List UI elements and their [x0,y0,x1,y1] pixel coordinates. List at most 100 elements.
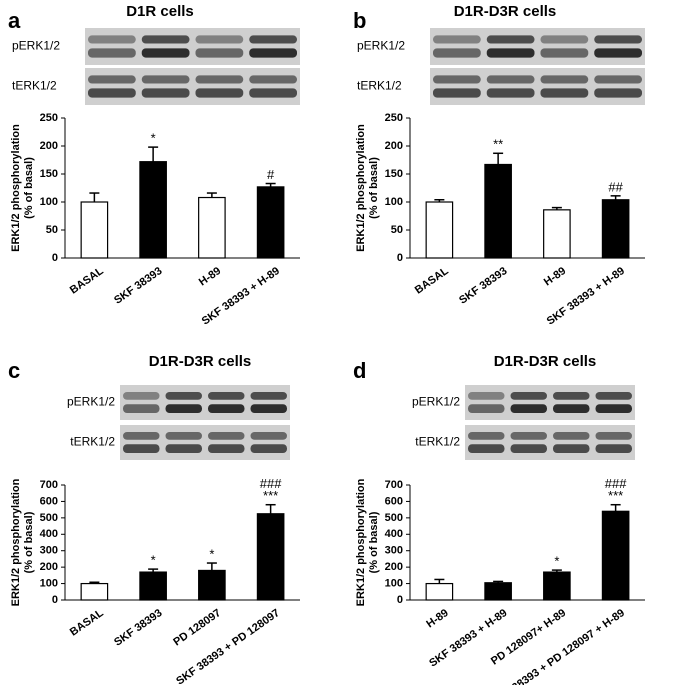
blot-band [510,392,547,400]
bar [256,186,285,259]
blot-band [540,35,589,44]
panel-label: b [353,8,366,33]
blot [120,425,290,460]
y-tick-label: 250 [40,112,58,124]
x-tick-label: PD 128097 [171,607,223,648]
blot-band [594,88,642,98]
blot [465,425,635,460]
x-tick-label: H-89 [424,607,450,631]
blot [120,385,290,420]
significance-label: ** [493,137,503,152]
blot-band [468,404,505,413]
panel-label: a [8,8,21,33]
blot-band [195,75,244,84]
blot-band [249,88,297,98]
y-tick-label: 100 [385,577,403,589]
y-tick-label: 150 [385,168,403,180]
blot-band [468,432,505,440]
y-axis-label: (% of basal) [368,157,380,219]
bar [543,571,571,601]
y-tick-label: 200 [385,561,403,573]
blot-band [486,48,535,58]
bar [139,161,167,259]
y-tick-label: 250 [385,112,403,124]
x-tick-label: SKF 38393 [457,265,509,307]
blot-band [433,48,481,58]
bar [198,569,226,601]
blot-band [195,48,244,58]
blot-label: pERK1/2 [412,395,460,409]
x-tick-label: SKF 38393 + PD 128097 [174,607,282,685]
y-axis-label: ERK1/2 phosphorylation [355,478,367,606]
blot-band [553,392,590,400]
bar [425,201,454,259]
blot-band [468,392,505,400]
bar [543,209,571,259]
x-tick-label: BASAL [413,265,451,297]
blot [430,68,645,105]
blot-band [141,35,190,44]
y-tick-label: 100 [40,196,58,208]
blot-label: tERK1/2 [12,79,57,93]
blot-label: pERK1/2 [67,395,115,409]
y-tick-label: 200 [385,140,403,152]
blot-band [433,75,481,84]
panel-label: d [353,358,366,383]
blot-band [165,404,202,413]
y-tick-label: 400 [40,528,58,540]
blot [85,28,300,65]
significance-label: # [267,167,275,182]
blot-band [594,75,642,84]
blot-label: tERK1/2 [415,435,460,449]
x-tick-label: SKF 38393 [112,265,164,307]
blot-band [510,404,547,413]
blot-band [165,444,202,453]
blot-band [510,432,547,440]
blot-band [123,392,160,400]
blot-band [123,404,160,413]
blot-band [165,392,202,400]
panel-label: c [8,358,20,383]
bar [198,196,226,259]
y-tick-label: 500 [385,512,403,524]
y-tick-label: 150 [40,168,58,180]
bar [80,201,109,259]
blot-band [510,444,547,453]
blot-band [208,392,245,400]
y-tick-label: 50 [46,224,58,236]
blot-band [486,35,535,44]
significance-label: *** [263,488,278,503]
bar [484,163,512,259]
bar [256,513,285,601]
y-tick-label: 300 [40,545,58,557]
blot-band [88,48,136,58]
significance-label: ### [605,476,627,491]
blot-band [553,432,590,440]
x-tick-label: H-89 [542,265,568,289]
blot-band [486,88,535,98]
blot-band [250,404,287,413]
bar [425,582,454,601]
blot-band [540,48,589,58]
y-tick-label: 300 [385,545,403,557]
blot-band [249,48,297,58]
bar [601,510,630,601]
chart-title: D1R cells [126,3,194,20]
x-tick-label: SKF 38393 [112,607,164,649]
x-tick-label: BASAL [68,607,106,639]
blot [465,385,635,420]
blot-band [595,432,632,440]
y-tick-label: 100 [385,196,403,208]
bar [139,571,167,601]
significance-label: * [151,131,156,146]
y-axis-label: (% of basal) [23,157,35,219]
y-axis-label: ERK1/2 phosphorylation [10,124,22,252]
blot-band [249,35,297,44]
y-tick-label: 700 [385,479,403,491]
y-tick-label: 0 [52,594,58,606]
blot-band [123,432,160,440]
y-tick-label: 400 [385,528,403,540]
blot-band [141,88,190,98]
y-tick-label: 200 [40,140,58,152]
blot-band [540,75,589,84]
